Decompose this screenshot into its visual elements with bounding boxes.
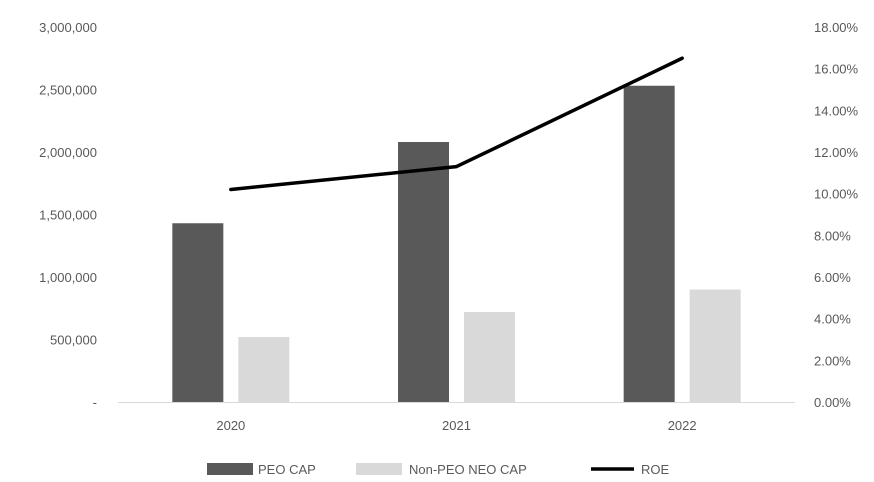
right-tick-label-3: 6.00% bbox=[814, 270, 851, 285]
legend: PEO CAP Non-PEO NEO CAP ROE bbox=[207, 462, 670, 477]
left-tick-label-0: - bbox=[93, 395, 97, 410]
left-tick-label-5: 2,500,000 bbox=[39, 83, 97, 98]
right-tick-label-0: 0.00% bbox=[814, 395, 851, 410]
right-tick-label-1: 2.00% bbox=[814, 353, 851, 368]
right-tick-label-4: 8.00% bbox=[814, 228, 851, 243]
bar-peo-cap-2022 bbox=[623, 85, 675, 402]
x-axis: 2020 2021 2022 bbox=[216, 418, 696, 433]
right-tick-label-7: 14.00% bbox=[814, 103, 859, 118]
bar-peo-cap-2020 bbox=[172, 223, 224, 402]
right-tick-label-2: 4.00% bbox=[814, 312, 851, 327]
left-tick-label-3: 1,500,000 bbox=[39, 208, 97, 223]
legend-label-roe: ROE bbox=[641, 462, 670, 477]
legend-label-non-peo-neo-cap: Non-PEO NEO CAP bbox=[409, 462, 527, 477]
legend-swatch-non-peo-neo-cap bbox=[356, 463, 402, 475]
left-axis: - 500,000 1,000,000 1,500,000 2,000,000 2,500… bbox=[39, 20, 97, 410]
left-tick-label-6: 3,000,000 bbox=[39, 20, 97, 35]
x-tick-label-2020: 2020 bbox=[216, 418, 245, 433]
right-tick-label-8: 16.00% bbox=[814, 62, 859, 77]
legend-swatch-peo-cap bbox=[207, 463, 253, 475]
left-tick-label-1: 500,000 bbox=[50, 333, 97, 348]
roe-line-series bbox=[229, 56, 684, 192]
bar-non-peo-neo-cap-2022 bbox=[689, 289, 741, 402]
x-tick-label-2022: 2022 bbox=[668, 418, 697, 433]
bar-peo-cap-2021 bbox=[398, 142, 449, 402]
right-tick-label-6: 12.00% bbox=[814, 145, 859, 160]
bar-non-peo-neo-cap-2021 bbox=[464, 312, 515, 402]
x-tick-label-2021: 2021 bbox=[442, 418, 471, 433]
right-axis: 0.00% 2.00% 4.00% 6.00% 8.00% 10.00% 12.00% 14.… bbox=[814, 20, 859, 410]
legend-label-peo-cap: PEO CAP bbox=[258, 462, 316, 477]
left-tick-label-4: 2,000,000 bbox=[39, 145, 97, 160]
right-tick-label-5: 10.00% bbox=[814, 187, 859, 202]
bars bbox=[172, 85, 741, 402]
left-tick-label-2: 1,000,000 bbox=[39, 270, 97, 285]
right-tick-label-9: 18.00% bbox=[814, 20, 859, 35]
line-roe bbox=[229, 56, 684, 192]
bar-non-peo-neo-cap-2020 bbox=[238, 337, 290, 402]
